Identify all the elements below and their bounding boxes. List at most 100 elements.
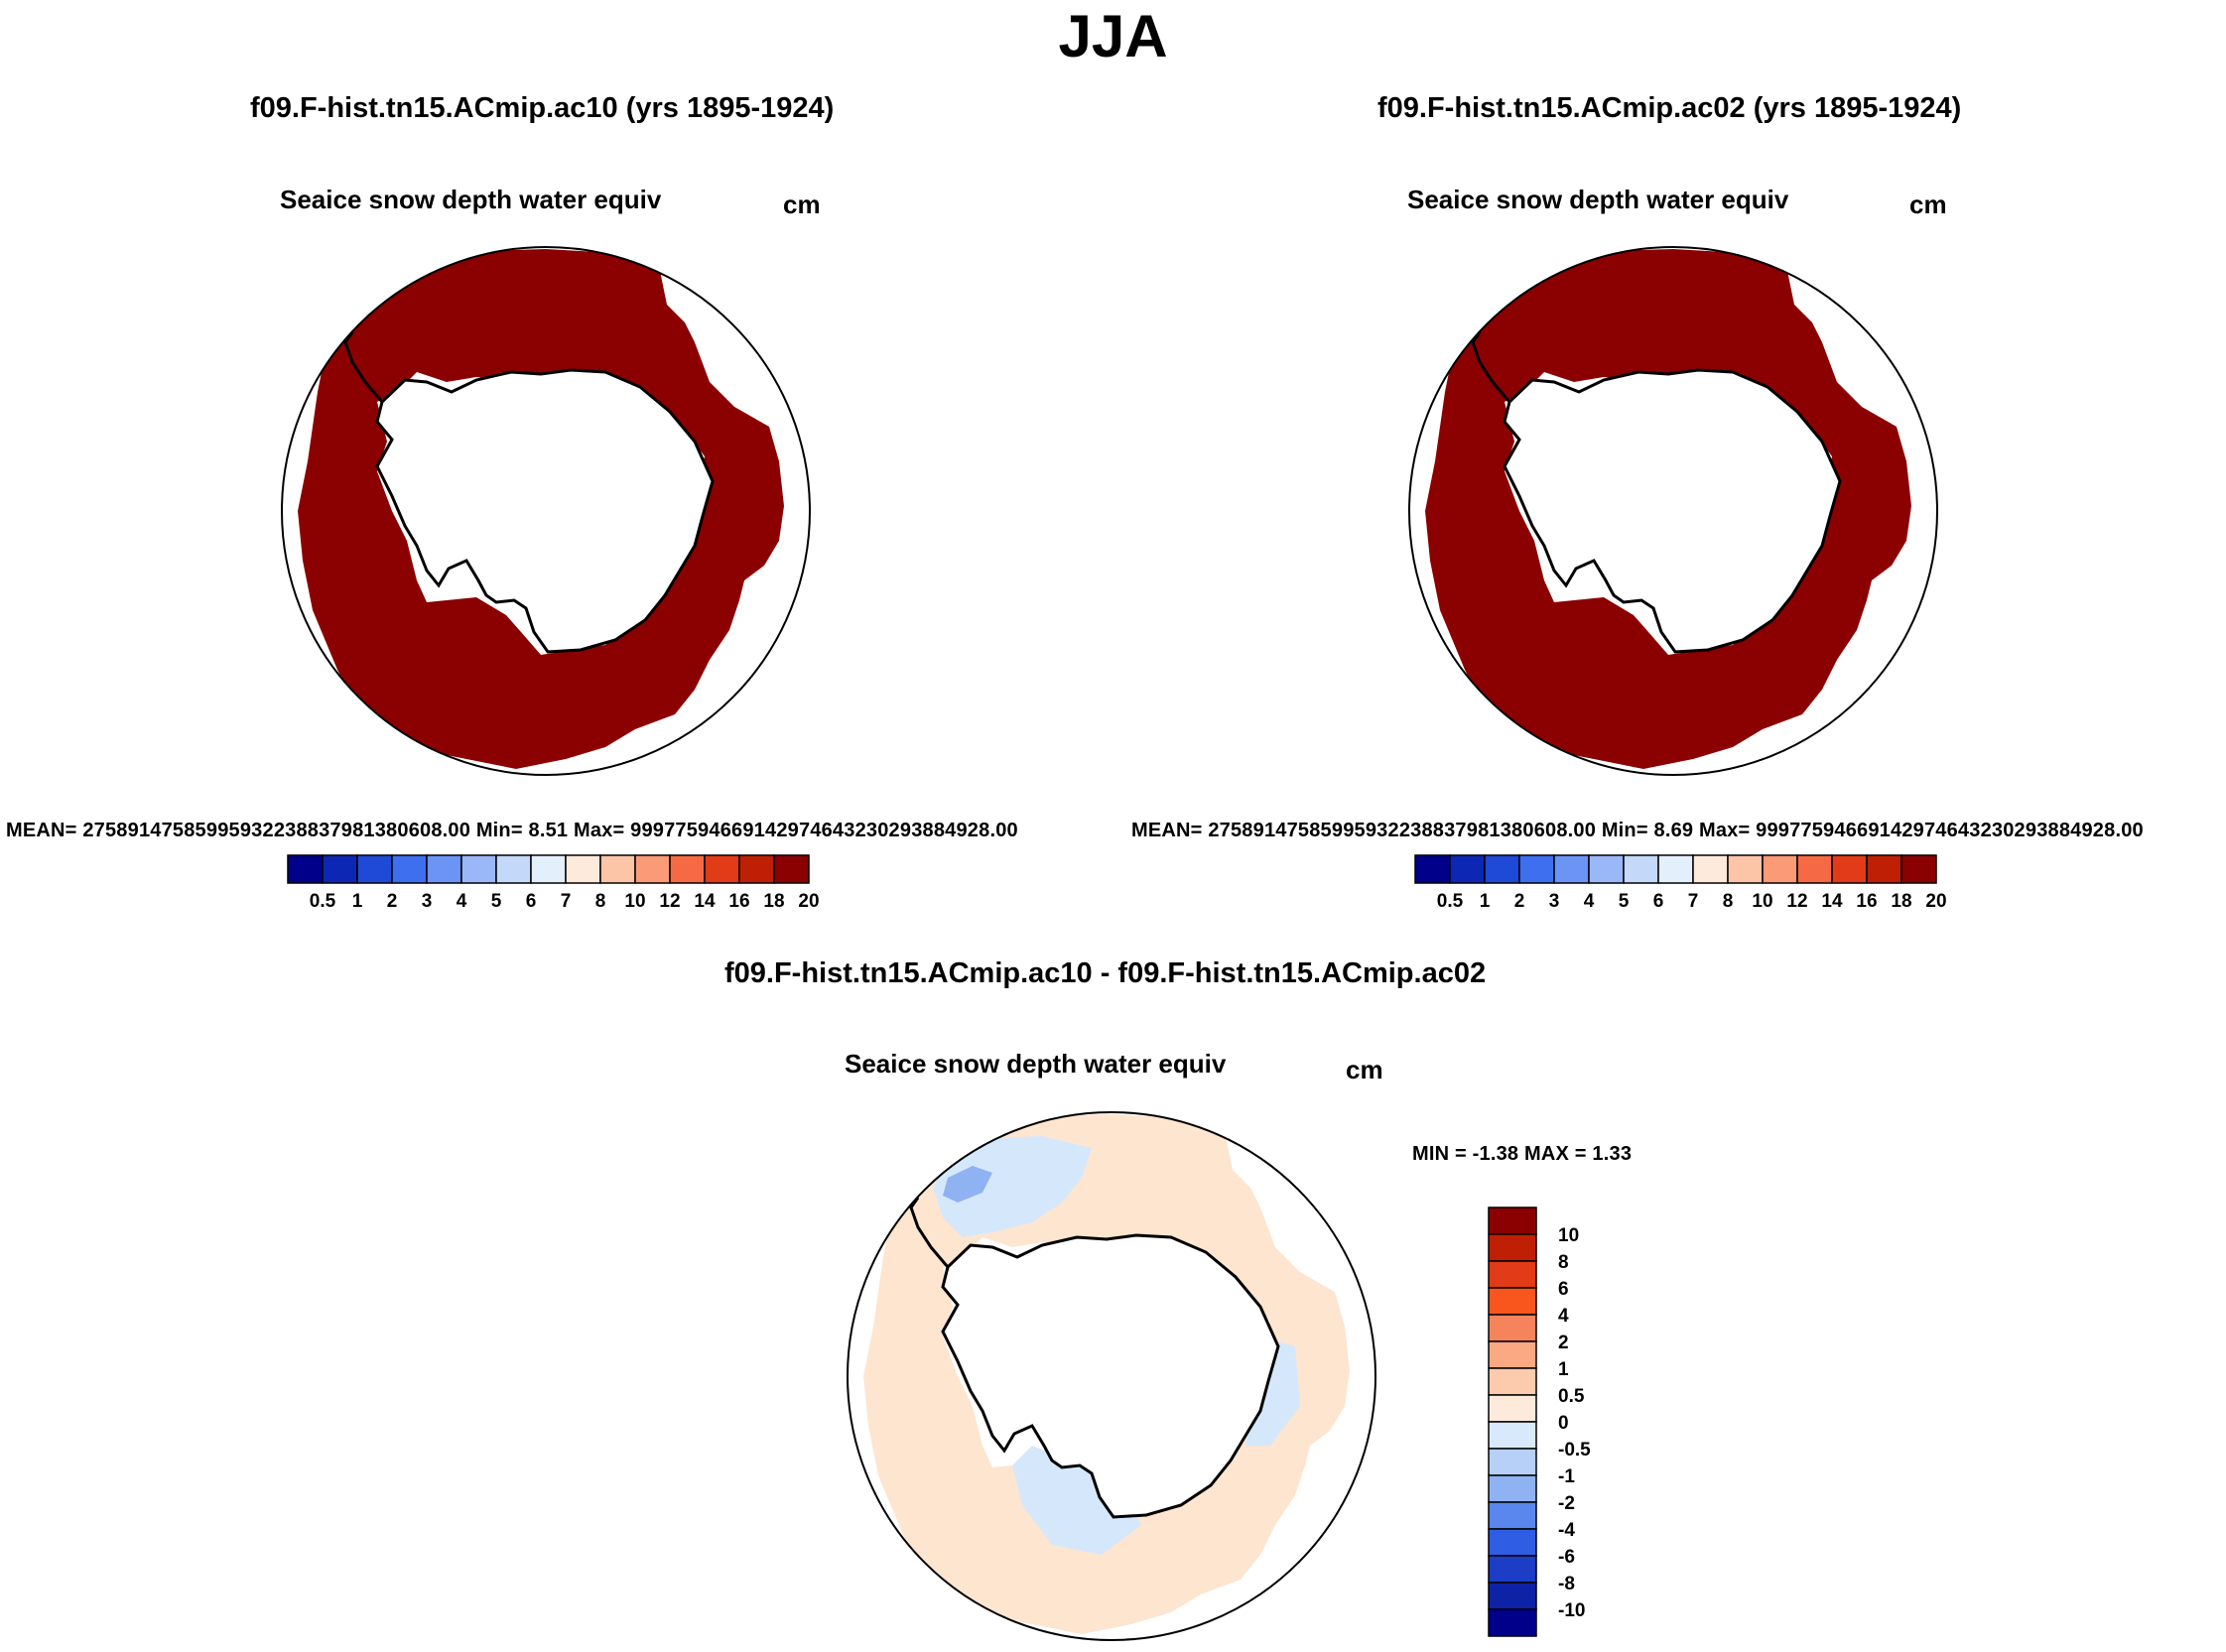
panel-3-colorbar-box-11 [1488,1501,1537,1530]
panel-1-title: f09.F-hist.tn15.ACmip.ac10 (yrs 1895-192… [250,92,835,124]
panel-3-colorbar-box-15 [1488,1608,1537,1637]
panel-1-colorbar: 0.5 1 2 3 4 5 6 7 8 10 12 14 16 18 20 [287,854,820,912]
panel-3-colorbar-tick-label: -0.5 [1558,1440,1591,1461]
panel-2-units-label: cm [1909,190,1947,219]
panel-2-colorbar-tick-label: 4 [1584,891,1595,912]
panel-1-colorbar-tick-label: 0.5 [310,891,336,912]
panel-3-colorbar-box-5 [1488,1340,1537,1369]
panel-3-colorbar-tick-label: 8 [1558,1252,1569,1273]
panel-1-colorbar-tick-label: 6 [526,891,537,912]
panel-2-colorbar-tick-label: 6 [1653,891,1664,912]
panel-1-colorbar-tick-label: 2 [387,891,398,912]
panel-3-map [847,1111,1376,1641]
panel-2-colorbar-box-7 [1657,854,1694,884]
panel-2-colorbar-box-14 [1900,854,1937,884]
panel-1-colorbar-box-3 [391,854,428,884]
panel-2-map [1408,246,1938,776]
panel-3-colorbar-box-8 [1488,1421,1537,1450]
panel-3-colorbar-box-3 [1488,1287,1537,1316]
panel-2-colorbar-box-2 [1484,854,1520,884]
panel-3-negative-region-west [933,1136,1092,1237]
panel-3-colorbar-box-14 [1488,1582,1537,1610]
panel-3-colorbar-tick-label: -8 [1558,1574,1575,1594]
panel-2-colorbar-box-6 [1623,854,1659,884]
panel-2-colorbar-tick-label: 10 [1752,891,1772,912]
panel-2-variable-label: Seaice snow depth water equiv [1407,185,1789,214]
panel-2-title: f09.F-hist.tn15.ACmip.ac02 (yrs 1895-192… [1377,92,1962,124]
panel-2-colorbar-box-11 [1796,854,1833,884]
panel-1-colorbar-tick-label: 4 [457,891,467,912]
panel-1-colorbar-box-9 [599,854,636,884]
panel-1-colorbar-tick-label: 10 [624,891,645,912]
panel-1-antarctica-coastline [375,368,715,654]
panel-2-colorbar-box-1 [1449,854,1486,884]
panel-1-units-label: cm [783,190,821,219]
panel-2-stats: MEAN= 27589147585995932238837981380608.0… [1131,820,2144,841]
panel-3-stats: MIN = -1.38 MAX = 1.33 [1412,1143,1633,1165]
panel-3-colorbar-box-2 [1488,1260,1537,1289]
panel-3-difference-field [863,1114,1350,1634]
panel-1-colorbar-tick-label: 8 [595,891,606,912]
panel-3-colorbar-tick-label: 1 [1558,1359,1569,1380]
panel-3-colorbar-box-1 [1488,1233,1537,1262]
panel-3-colorbar-box-7 [1488,1394,1537,1423]
panel-2-colorbar-box-9 [1727,854,1764,884]
panel-2-colorbar-tick-label: 0.5 [1437,891,1464,912]
panel-3-antarctic-peninsula [909,1197,950,1268]
panel-2-colorbar-box-13 [1866,854,1902,884]
panel-3-colorbar-tick-label: 4 [1558,1306,1569,1327]
panel-1-map [281,246,811,776]
panel-3-antarctica-coastline [941,1233,1280,1519]
panel-2-colorbar-box-0 [1414,854,1451,884]
panel-3-colorbar-box-13 [1488,1555,1537,1584]
panel-3-negative-region-south [1012,1446,1141,1555]
panel-2-colorbar-box-10 [1762,854,1798,884]
panel-3-colorbar-box-12 [1488,1528,1537,1557]
panel-3-title: f09.F-hist.tn15.ACmip.ac10 - f09.F-hist.… [724,957,1487,989]
panel-1-colorbar-box-10 [634,854,671,884]
panel-2-colorbar-box-12 [1831,854,1868,884]
panel-3-colorbar-tick-label: 10 [1558,1225,1579,1246]
panel-2-sea-ice-region [1425,249,1911,769]
panel-3-variable-label: Seaice snow depth water equiv [845,1049,1227,1079]
panel-1-antarctic-peninsula [343,331,384,403]
panel-3-colorbar-box-10 [1488,1474,1537,1503]
panel-1-colorbar-tick-label: 20 [798,891,819,912]
panel-1-colorbar-box-2 [356,854,393,884]
panel-2-colorbar-tick-label: 18 [1891,891,1911,912]
panel-1-colorbar-tick-label: 7 [561,891,572,912]
panel-2-antarctic-peninsula [1471,331,1511,403]
panel-1-colorbar-tick-label: 12 [659,891,680,912]
panel-2-colorbar-tick-label: 2 [1514,891,1525,912]
panel-1-colorbar-box-6 [495,854,532,884]
panel-2-colorbar-box-3 [1518,854,1555,884]
panel-2-colorbar-tick-label: 3 [1549,891,1560,912]
panel-1-colorbar-box-0 [287,854,324,884]
panel-2-colorbar-tick-label: 8 [1723,891,1734,912]
panel-1-colorbar-box-1 [322,854,358,884]
panel-3-colorbar: 10 8 6 4 2 1 0.5 0 -0.5 -1 -2 -4 -6 -8 -10 [1488,1207,1591,1637]
panel-3-colorbar-tick-label: -10 [1558,1600,1585,1621]
panel-3-colorbar-tick-label: 2 [1558,1333,1569,1353]
panel-1-colorbar-tick-label: 1 [352,891,363,912]
panel-1-colorbar-box-7 [530,854,567,884]
panel-2-colorbar-tick-label: 7 [1688,891,1699,912]
panel-1-colorbar-box-4 [426,854,462,884]
panel-1-variable-label: Seaice snow depth water equiv [280,185,662,214]
panel-1-colorbar-box-13 [738,854,775,884]
panel-1-colorbar-box-12 [704,854,740,884]
panel-1-colorbar-tick-label: 5 [491,891,502,912]
panel-1-stats: MEAN= 27589147585995932238837981380608.0… [6,820,1018,841]
panel-1-colorbar-box-8 [565,854,601,884]
panel-3-colorbar-box-6 [1488,1367,1537,1396]
panel-1-colorbar-tick-label: 14 [694,891,716,912]
panel-2-colorbar-box-5 [1588,854,1625,884]
panel-1-colorbar-box-11 [669,854,706,884]
panel-2-colorbar-tick-label: 14 [1821,891,1843,912]
panel-3-negative-region-blue [943,1166,992,1203]
panel-3-colorbar-tick-label: 0 [1558,1413,1569,1434]
panel-3-colorbar-tick-label: -6 [1558,1547,1575,1568]
panel-1-colorbar-box-5 [460,854,497,884]
panel-3-units-label: cm [1346,1055,1383,1084]
panel-3-colorbar-box-0 [1488,1207,1537,1235]
